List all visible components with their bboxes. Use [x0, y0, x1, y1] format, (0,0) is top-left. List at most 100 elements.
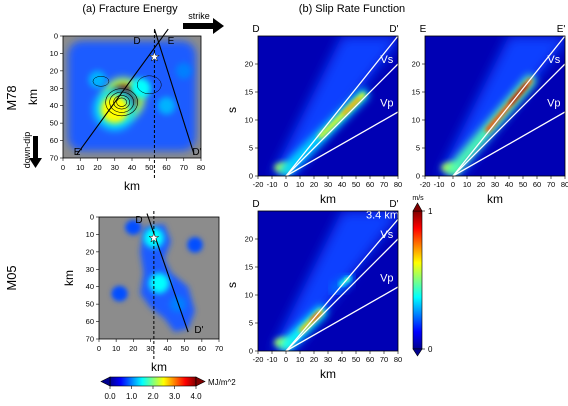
energy-m05-ytick-label: 30 — [86, 265, 94, 274]
strike-label: strike — [188, 11, 210, 21]
srf-m78-D-xtick-label: 30 — [324, 180, 332, 189]
srf-m05-D-xtick-label: 0 — [284, 355, 288, 364]
energy-m05-ytick-label: 60 — [86, 317, 94, 326]
srf-m78-D-xtick-label: 10 — [296, 180, 304, 189]
srf-m78-D-ridge-peak — [342, 97, 361, 115]
srf-m05-D-xtick-label: -20 — [253, 355, 264, 364]
srf-m05-D-ray-label: Vp — [380, 272, 393, 284]
energy-m05-xtick-label: 60 — [198, 344, 206, 353]
energy-m78-hypocenter-star — [148, 51, 160, 62]
srf-m78-E-ray-label: Vs — [547, 54, 560, 66]
srf-m05-D-field: 3.4 km/s Vs Vp — [258, 209, 408, 351]
energy-m78-section-label: E — [168, 36, 175, 47]
energy-m78-contour — [113, 95, 130, 110]
energy-m78-ytick-label: 0 — [54, 32, 58, 41]
energy-m78-ytick-label: 60 — [50, 136, 58, 145]
srf-m05-D-xtick-label: 10 — [296, 355, 304, 364]
energy-m05-xtick-label: 20 — [129, 344, 137, 353]
srf-m05-D-ray-label: 3.4 km/s — [366, 209, 408, 221]
energy-m78-section-label: E' — [74, 147, 83, 158]
srf-m78-D-ytick-label: 5 — [249, 144, 253, 153]
rate-colorbar: m/s 0 1 — [412, 195, 433, 357]
srf-m05-D-section-end: D' — [389, 199, 398, 210]
srf-m78-E-ytick-label: 5 — [416, 144, 420, 153]
energy-m78-xtick-label: 30 — [111, 163, 119, 172]
srf-m05-D-ray-line — [285, 286, 398, 351]
energy-m78-contour — [105, 88, 138, 117]
energy-m78-xtick-label: 60 — [162, 163, 170, 172]
srf-m05-D-ylabel: s — [225, 282, 239, 288]
energy-m78-xtick-label: 70 — [180, 163, 188, 172]
srf-m78-D-xtick-label: 0 — [284, 180, 288, 189]
srf-m05-D-ray-line — [285, 218, 398, 351]
energy-m78-contour — [92, 76, 110, 87]
energy-m78-contour — [137, 75, 162, 95]
srf-m78-E-panel: 3.2 km/s Vs Vp -20-10 0 10 20 30 40 50 60 70 80 0 5 10 1… — [412, 24, 568, 206]
rate-colorbar-tick-label: 0 — [428, 345, 433, 354]
slip-rate-header: (b) Slip Rate Function — [299, 3, 405, 15]
srf-m78-D-cone — [272, 36, 398, 176]
srf-m78-E-ytick-label: 10 — [412, 116, 420, 125]
srf-m78-E-xtick-label: 70 — [547, 180, 555, 189]
energy-m78-xtick-label: 50 — [145, 163, 153, 172]
energy-m78-ytick-label: 70 — [50, 154, 58, 163]
srf-m78-D-xtick-label: 40 — [338, 180, 346, 189]
energy-m05-frame — [98, 216, 220, 340]
energy-m05-section-label: D' — [194, 325, 203, 336]
srf-m78-E-xtick-label: 10 — [463, 180, 471, 189]
srf-m78-D-ylabel: s — [225, 107, 239, 113]
energy-m78-ytick-label: 30 — [50, 84, 58, 93]
srf-m05-D-section-start: D — [252, 199, 259, 210]
energy-m78-contour — [116, 97, 127, 107]
srf-m05-D-xlabel: km — [320, 367, 336, 381]
srf-m78-E-xlabel: km — [487, 192, 503, 206]
energy-m78-field — [63, 36, 201, 158]
srf-m78-E-field: 3.2 km/s Vs Vp — [425, 36, 565, 176]
srf-m78-D-xtick-label: 70 — [380, 180, 388, 189]
srf-m05-D-ytick-label: 20 — [245, 235, 253, 244]
srf-m78-D-xtick-label: -10 — [267, 180, 278, 189]
energy-m78-blob-2 — [130, 78, 151, 99]
energy-m78-xtick-label: 20 — [93, 163, 101, 172]
srf-m78-E-xtick-label: 0 — [451, 180, 455, 189]
energy-m78-xtick-label: 40 — [128, 163, 136, 172]
energy-m78-ytick-label: 40 — [50, 101, 58, 110]
energy-m05-ylabel: km — [62, 270, 76, 286]
energy-colorbar-tick-label: 0.0 — [104, 392, 116, 401]
srf-m78-D-ray-line — [285, 36, 398, 176]
rate-unit-label: m/s — [412, 195, 424, 202]
srf-m78-D-section-start: D — [252, 24, 259, 35]
energy-m78-xtick-label: 80 — [197, 163, 205, 172]
energy-m05-section-label: D — [135, 215, 142, 226]
srf-m78-D-section-end: D' — [389, 24, 398, 35]
srf-m78-E-xtick-label: 30 — [491, 180, 499, 189]
srf-m78-D-ytick-label: 10 — [245, 116, 253, 125]
srf-m78-D-xtick-label: 60 — [366, 180, 374, 189]
srf-m78-D-ray-line — [285, 63, 398, 176]
srf-m05-D-xtick-label: 20 — [310, 355, 318, 364]
energy-m05-hypocenter-star — [148, 232, 160, 243]
down-dip-arrow: down-dip — [22, 132, 42, 169]
srf-m78-D-panel: 3.2 km/s Vs Vp -20 -10 0 10 20 30 40 50 60 70 80 0 5 10 1… — [225, 24, 402, 206]
srf-m05-D-ytick-label: 15 — [245, 263, 253, 272]
srf-m78-D-xtick-label: 20 — [310, 180, 318, 189]
energy-m78-section-label: D — [133, 36, 140, 47]
energy-colorbar-tick-label: 3.0 — [169, 392, 181, 401]
energy-m78-xtick-label: 10 — [76, 163, 84, 172]
srf-m78-E-xtick-label: 60 — [533, 180, 541, 189]
energy-m05-xlabel: km — [151, 360, 167, 374]
srf-m78-E-section-end: E' — [557, 24, 566, 35]
energy-m78-ytick-label: 20 — [50, 66, 58, 75]
energy-m78-blob-1 — [100, 95, 129, 124]
srf-m78-D-ytick-label: 15 — [245, 88, 253, 97]
energy-m05-xtick-label: 40 — [163, 344, 171, 353]
energy-m05-xtick-label: 50 — [181, 344, 189, 353]
energy-colorbar-tick-label: 4.0 — [190, 392, 202, 401]
srf-m78-E-section-start: E — [420, 24, 427, 35]
srf-m78-D-xtick-label: -20 — [253, 180, 264, 189]
srf-m78-D-ytick-label: 20 — [245, 60, 253, 69]
srf-m78-D-field: 3.2 km/s Vs Vp — [258, 36, 398, 176]
srf-m78-E-ytick-label: 20 — [412, 60, 420, 69]
down-dip-label: down-dip — [22, 132, 32, 169]
energy-m78-blob-4 — [88, 70, 107, 89]
